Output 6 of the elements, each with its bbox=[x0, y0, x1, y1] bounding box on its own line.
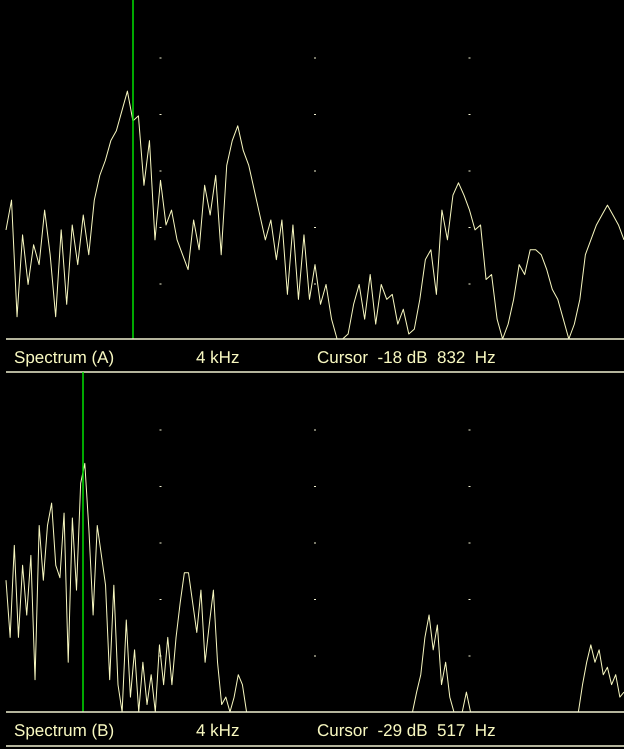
text: Spectrum (B) bbox=[14, 721, 114, 740]
text: 4 kHz bbox=[196, 348, 240, 367]
text: Cursor -29 dB 517 Hz bbox=[317, 721, 496, 740]
text: 4 kHz bbox=[196, 721, 240, 740]
text: Cursor -18 dB 832 Hz bbox=[317, 348, 496, 367]
text: Spectrum (A) bbox=[14, 348, 114, 367]
